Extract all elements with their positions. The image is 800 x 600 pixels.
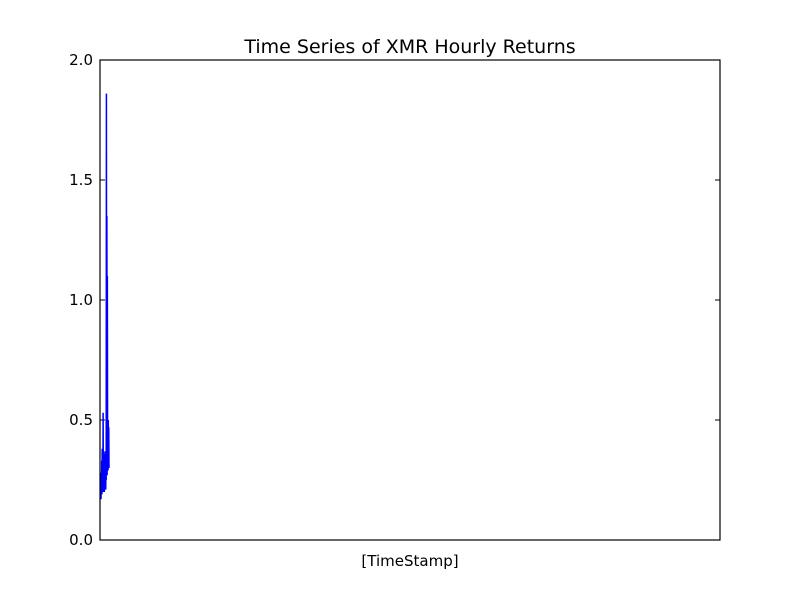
series-line bbox=[100, 93, 110, 500]
y-tick-label: 0.0 bbox=[69, 531, 93, 549]
y-tick-label: 1.0 bbox=[69, 291, 93, 309]
y-tick-label: 0.5 bbox=[69, 411, 93, 429]
x-axis-label: [TimeStamp] bbox=[361, 552, 458, 570]
series-layer bbox=[100, 93, 110, 500]
axis-ticks: 0.0 0.5 1.0 1.5 2.0 bbox=[69, 51, 720, 549]
y-tick-label: 1.5 bbox=[69, 171, 93, 189]
plot-frame bbox=[99, 59, 721, 541]
chart-title: Time Series of XMR Hourly Returns bbox=[243, 36, 575, 58]
y-tick-label: 2.0 bbox=[69, 51, 93, 69]
